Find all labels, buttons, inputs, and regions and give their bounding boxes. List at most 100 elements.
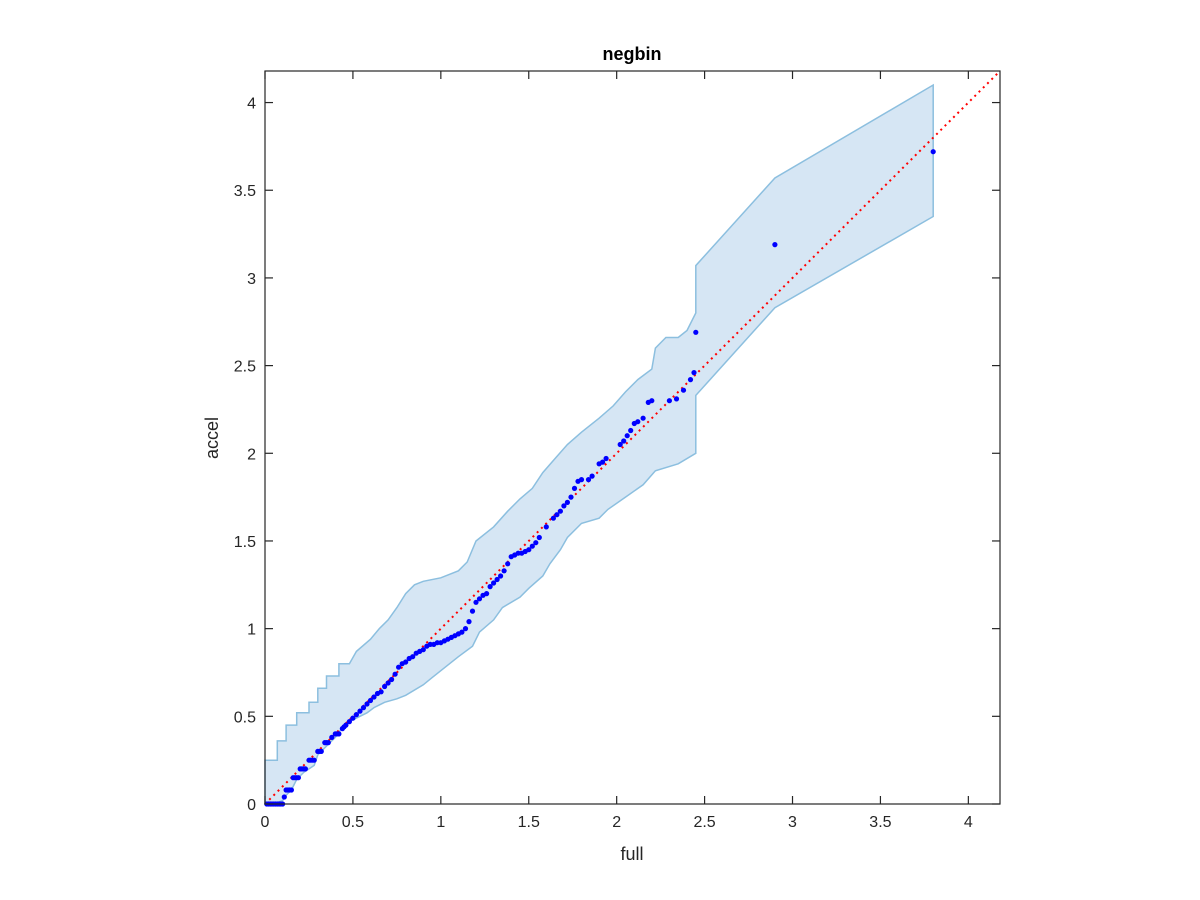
data-point <box>550 515 557 521</box>
data-point <box>600 459 606 465</box>
y-tick-label: 0.5 <box>234 709 256 726</box>
data-point <box>403 659 409 665</box>
axes <box>264 70 1001 805</box>
y-tick-label: 2.5 <box>234 359 256 376</box>
x-axis-label: full <box>620 844 643 864</box>
x-tick-label: 4 <box>964 814 973 831</box>
y-tick-label: 3 <box>247 271 256 288</box>
data-point <box>353 712 359 718</box>
data-point <box>533 540 539 546</box>
data-point <box>693 329 699 335</box>
plot-frame <box>264 70 1001 805</box>
confidence-band-area <box>264 83 934 805</box>
data-point <box>311 757 317 763</box>
x-tick-label: 0 <box>261 814 270 831</box>
y-tick-label: 2 <box>247 446 256 463</box>
data-point <box>364 701 370 707</box>
data-point <box>589 473 595 479</box>
data-point <box>621 438 627 444</box>
data-point <box>385 680 391 686</box>
data-point <box>476 596 483 602</box>
data-point <box>346 719 352 725</box>
y-tick-label: 0 <box>247 797 256 814</box>
data-point <box>561 503 567 509</box>
data-point <box>378 689 384 695</box>
data-point <box>666 398 673 404</box>
chart-title: negbin <box>603 44 662 64</box>
data-point <box>568 494 574 500</box>
data-point <box>772 242 778 248</box>
data-point <box>557 508 564 514</box>
x-tick-label: 2.5 <box>693 814 715 831</box>
data-point <box>498 573 504 579</box>
data-point <box>529 543 535 549</box>
data-point <box>624 433 630 439</box>
data-point <box>396 664 402 670</box>
data-point <box>501 568 507 574</box>
data-point <box>526 547 532 553</box>
data-point <box>564 499 571 505</box>
data-point <box>554 512 560 518</box>
x-tick-label: 3 <box>788 814 797 831</box>
data-point <box>281 794 287 800</box>
data-point <box>484 591 490 597</box>
data-point <box>536 534 542 541</box>
data-point <box>473 599 479 605</box>
y-tick-label: 4 <box>247 96 256 113</box>
y-tick-label: 1.5 <box>234 534 256 551</box>
data-point <box>360 705 367 711</box>
y-tick-label: 3.5 <box>234 183 256 200</box>
x-tick-label: 0.5 <box>342 814 364 831</box>
data-point <box>336 731 342 737</box>
data-point <box>487 584 493 590</box>
data-point <box>367 697 374 704</box>
data-point <box>295 775 301 781</box>
reference-line <box>264 70 1001 805</box>
data-point <box>288 787 294 793</box>
data-point <box>578 477 585 483</box>
data-point <box>640 415 646 421</box>
data-point <box>930 149 936 155</box>
data-point <box>680 387 687 393</box>
data-point <box>571 485 578 491</box>
data-point <box>603 455 609 462</box>
data-point <box>628 427 634 434</box>
data-point <box>302 766 308 772</box>
y-axis-label: accel <box>202 417 222 459</box>
data-point <box>392 671 398 677</box>
data-point <box>462 626 469 632</box>
tick-labels: 0 0.5 1 1.5 2 2.5 3 3.5 4 0 0.5 1 1.5 2 2.5 3 3.5 4 <box>234 96 973 831</box>
data-point <box>410 654 416 660</box>
data-point <box>491 580 497 586</box>
data-point <box>343 722 349 728</box>
data-point <box>687 377 694 383</box>
y-tick-label: 1 <box>247 622 256 639</box>
data-point <box>673 396 680 402</box>
confidence-band <box>264 83 934 805</box>
data-point <box>389 676 395 683</box>
x-tick-label: 1.5 <box>518 814 540 831</box>
data-point <box>649 398 655 404</box>
data-point <box>318 748 324 755</box>
data-point <box>691 370 697 376</box>
data-point <box>635 419 641 425</box>
data-point <box>382 683 388 690</box>
data-points <box>264 149 936 807</box>
x-tick-label: 1 <box>436 814 445 831</box>
data-point <box>617 441 623 448</box>
data-point <box>494 576 500 583</box>
data-point <box>585 477 592 483</box>
data-point <box>357 708 363 714</box>
reference-line-group <box>264 70 1001 805</box>
data-point <box>371 694 377 700</box>
data-point <box>459 629 465 635</box>
data-point <box>420 647 426 653</box>
data-point <box>543 524 549 530</box>
data-point <box>325 740 331 746</box>
x-tick-label: 3.5 <box>869 814 891 831</box>
data-point <box>466 619 472 625</box>
x-tick-label: 2 <box>612 814 621 831</box>
data-point <box>350 715 356 721</box>
data-point <box>329 734 335 741</box>
